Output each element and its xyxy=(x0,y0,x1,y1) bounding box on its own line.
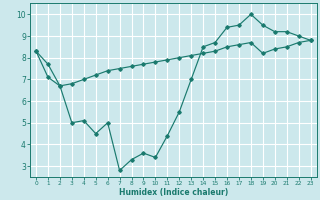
X-axis label: Humidex (Indice chaleur): Humidex (Indice chaleur) xyxy=(119,188,228,197)
